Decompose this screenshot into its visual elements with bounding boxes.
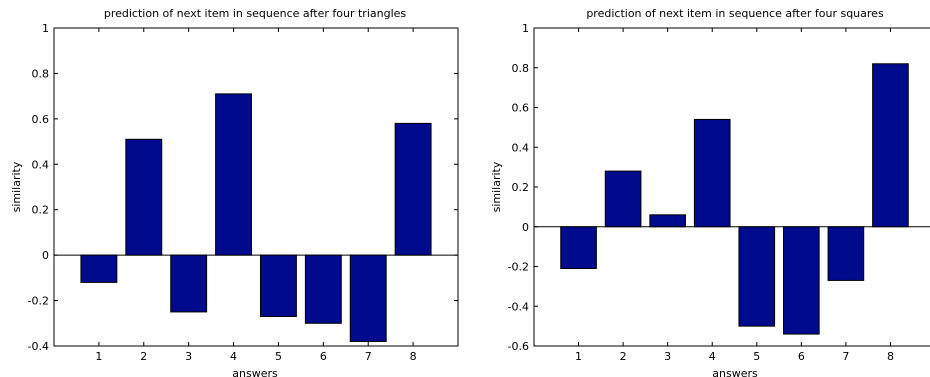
x-tick-label: 6 [320, 350, 327, 363]
x-tick-label: 1 [575, 350, 582, 363]
y-tick-label: 0.2 [512, 181, 530, 194]
bar-answer-1 [560, 226, 597, 269]
x-tick-label: 5 [275, 350, 282, 363]
x-tick-label: 7 [842, 350, 849, 363]
y-tick-label: 0.2 [32, 204, 50, 217]
y-tick-label: -0.2 [28, 295, 49, 308]
bar-answer-8 [872, 63, 909, 228]
y-tick-label: 0 [522, 221, 529, 234]
x-tick-label: 2 [140, 350, 147, 363]
x-tick-label: 3 [185, 350, 192, 363]
bar-answer-2 [604, 170, 642, 228]
x-axis-label: answers [232, 367, 278, 377]
y-tick-label: 0.4 [32, 158, 50, 171]
y-tick-label: 0 [42, 249, 49, 262]
x-tick-label: 2 [620, 350, 627, 363]
x-tick-label: 8 [410, 350, 417, 363]
x-axis-label: answers [712, 367, 758, 377]
x-axis-ticks: 1 2 3 4 5 6 7 8 [95, 28, 417, 363]
x-tick-label: 1 [95, 350, 102, 363]
x-tick-label: 7 [365, 350, 372, 363]
y-tick-label: -0.2 [508, 261, 529, 274]
chart-left: prediction of next item in sequence afte… [10, 7, 459, 377]
y-tick-label: 0.6 [512, 102, 530, 115]
x-tick-label: 8 [887, 350, 894, 363]
y-tick-label: 0.6 [32, 113, 50, 126]
y-tick-label: 1 [42, 22, 49, 35]
bar-answer-6 [304, 254, 342, 324]
y-axis-ticks: -0.6 -0.4 -0.2 0 0.2 0.4 0.6 0.8 1 [508, 22, 538, 353]
chart-title: prediction of next item in sequence afte… [586, 7, 884, 20]
bar-answer-4 [215, 93, 253, 256]
bar-answer-6 [783, 226, 820, 335]
chart-title: prediction of next item in sequence afte… [104, 7, 407, 20]
y-tick-label: 0.4 [512, 141, 530, 154]
bar-answer-3 [170, 254, 208, 313]
y-axis-label: similarity [490, 161, 503, 212]
x-tick-label: 4 [230, 350, 237, 363]
bar-answer-7 [349, 254, 387, 342]
x-axis-ticks: 1 2 3 4 5 6 7 8 [575, 28, 894, 363]
x-tick-label: 5 [753, 350, 760, 363]
bar-answer-8 [394, 122, 432, 256]
y-tick-label: 0.8 [512, 62, 530, 75]
y-tick-label: -0.6 [508, 340, 529, 353]
bar-series [534, 63, 930, 335]
bar-answer-5 [259, 254, 297, 317]
plot-area [533, 27, 930, 347]
x-tick-label: 4 [709, 350, 716, 363]
y-axis-label: similarity [10, 161, 23, 212]
y-tick-label: 1 [522, 22, 529, 35]
bar-answer-2 [125, 138, 163, 256]
y-tick-label: -0.4 [28, 340, 49, 353]
x-tick-label: 6 [798, 350, 805, 363]
bar-series [54, 93, 458, 342]
chart-right: prediction of next item in sequence afte… [490, 7, 930, 377]
y-tick-label: -0.4 [508, 300, 529, 313]
plot-area [53, 27, 459, 347]
x-tick-label: 3 [664, 350, 671, 363]
bar-answer-3 [649, 214, 686, 228]
bar-answer-1 [80, 254, 118, 283]
bar-answer-5 [738, 226, 776, 327]
bar-answer-4 [693, 118, 731, 228]
y-tick-label: 0.8 [32, 67, 50, 80]
bar-answer-7 [827, 226, 865, 281]
